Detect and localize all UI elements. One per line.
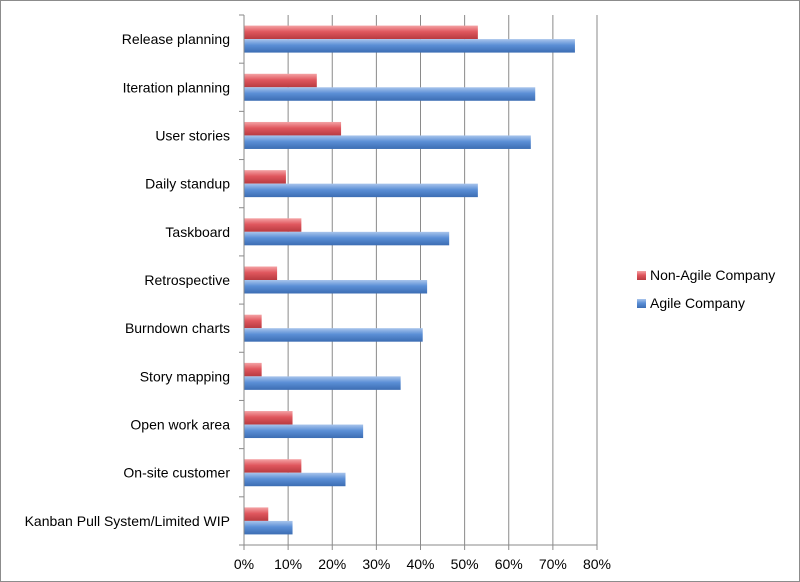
category-labels: Release planning Iteration planning User s… [25, 31, 231, 529]
bar-non-agile [244, 25, 478, 40]
legend-label: Agile Company [650, 295, 745, 311]
category-label: Burndown charts [125, 320, 230, 336]
bar-agile [244, 87, 536, 101]
legend: Non-Agile Company Agile Company [637, 267, 775, 311]
bar-agile [244, 520, 293, 535]
x-tick-label: 20% [318, 556, 346, 572]
bar-non-agile [244, 73, 317, 88]
category-label: On-site customer [123, 465, 230, 481]
bar-non-agile [244, 121, 342, 136]
bar-agile [244, 135, 531, 149]
x-tick-label: 30% [362, 556, 390, 572]
legend-label: Non-Agile Company [650, 267, 775, 283]
legend-swatch [637, 299, 646, 308]
bar-non-agile [244, 411, 293, 425]
axes [239, 14, 598, 550]
bar-agile [244, 183, 478, 198]
category-label: Iteration planning [123, 79, 230, 95]
bar-non-agile [244, 218, 302, 232]
legend-swatch [637, 271, 646, 280]
x-tick-label: 80% [583, 556, 611, 572]
bar-agile [244, 472, 346, 487]
bar-non-agile [244, 314, 262, 329]
bar-non-agile [244, 459, 302, 473]
bar-agile [244, 39, 575, 53]
category-label: Retrospective [144, 272, 230, 288]
x-tick-label: 40% [406, 556, 434, 572]
bar-non-agile [244, 170, 286, 184]
bar-agile [244, 280, 428, 294]
category-label: Story mapping [140, 368, 230, 384]
x-tick-label: 50% [451, 556, 479, 572]
bar-agile [244, 376, 401, 390]
x-tick-label: 70% [539, 556, 567, 572]
category-label: User stories [155, 127, 230, 143]
x-tick-label: 0% [234, 556, 254, 572]
bar-non-agile [244, 266, 278, 280]
bars [244, 25, 575, 535]
category-label: Release planning [122, 31, 230, 47]
bar-non-agile [244, 362, 262, 377]
category-label: Kanban Pull System/Limited WIP [25, 513, 230, 529]
x-tick-labels: 0% 10% 20% 30% 40% 50% 60% 70% 80% [234, 556, 611, 572]
bar-agile [244, 231, 450, 246]
bar-non-agile [244, 507, 269, 521]
x-tick-label: 10% [274, 556, 302, 572]
gridlines [287, 15, 598, 545]
category-label: Open work area [130, 417, 230, 433]
x-tick-label: 60% [495, 556, 523, 572]
category-label: Taskboard [165, 224, 230, 240]
category-label: Daily standup [145, 176, 230, 192]
bar-agile [244, 328, 423, 342]
bar-agile [244, 424, 364, 439]
